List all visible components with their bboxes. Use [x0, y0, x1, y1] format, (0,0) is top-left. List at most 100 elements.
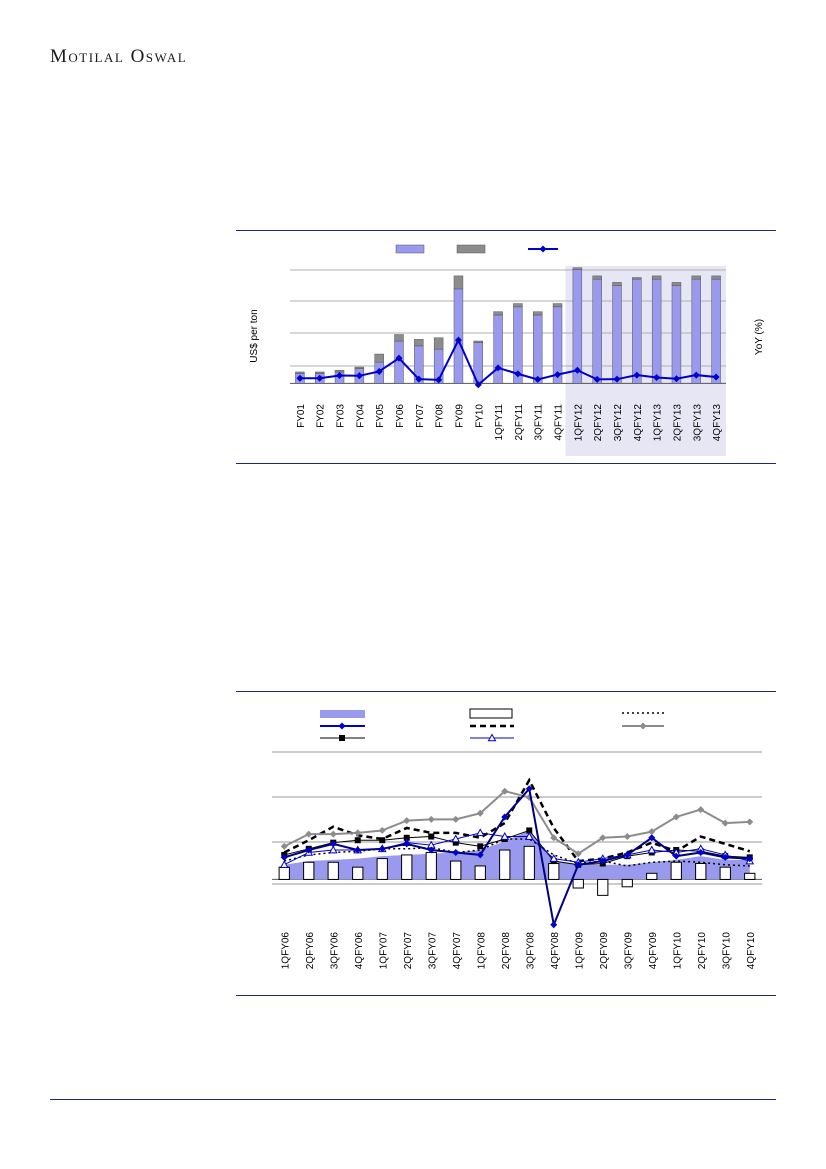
yoy-point [375, 367, 383, 375]
x-tick-label: FY06 [395, 404, 406, 428]
navy-point [280, 853, 288, 861]
triangle-point [500, 832, 510, 840]
bar-hollow [670, 861, 682, 880]
x-tick-label: FY07 [415, 404, 426, 428]
x-tick-label: 2QFY08 [501, 932, 512, 970]
navy-point [550, 921, 558, 929]
yoy-point [336, 372, 344, 380]
navy-point [403, 840, 411, 848]
grey-point [550, 834, 558, 842]
x-tick-label: FY08 [435, 404, 446, 428]
x-tick-label: 4QFY07 [452, 932, 463, 970]
chart2-top-rule [236, 691, 776, 692]
x-tick-label: 2QFY06 [305, 932, 316, 970]
bar-segment-top [334, 370, 345, 373]
bar-hollow [744, 872, 756, 880]
bar-segment-top [612, 282, 622, 286]
legend-swatch-purple [395, 244, 425, 254]
yoy-point [613, 375, 621, 383]
yoy-point [633, 371, 641, 379]
bar-hollow [523, 845, 535, 880]
legend-marker-square [339, 735, 345, 741]
x-tick-label: 2QFY07 [403, 932, 414, 970]
navy-point [672, 852, 680, 860]
yoy-point [554, 371, 562, 379]
x-tick-label: 2QFY10 [697, 932, 708, 970]
grey-point [378, 826, 386, 834]
legend-marker-triangle [487, 733, 497, 742]
grey-point [746, 818, 754, 826]
yoy-point [534, 375, 542, 383]
area-series [284, 830, 750, 880]
square-point [452, 839, 459, 846]
chart1-bottom-rule [236, 463, 776, 464]
yoy-point [316, 374, 324, 382]
square-point [403, 834, 410, 841]
bar-hollow [621, 878, 633, 888]
square-point [477, 843, 484, 850]
square-point [354, 837, 361, 844]
bar-hollow [499, 849, 511, 880]
footer-rule [50, 1099, 776, 1100]
legend-marker-yoy [539, 245, 547, 253]
bar-hollow [450, 860, 462, 880]
bar-hollow [327, 861, 339, 880]
triangle-point [524, 832, 534, 840]
grey-point [452, 815, 460, 823]
grey-point [354, 829, 362, 837]
yoy-point [494, 364, 502, 372]
bar-segment-top [691, 275, 701, 280]
dotted-series [284, 838, 750, 867]
x-tick-label: 3QFY12 [613, 404, 624, 442]
x-tick-label: 1QFY07 [378, 932, 389, 970]
bar-segment-top [354, 366, 365, 369]
y2-axis-title: YoY (%) [754, 319, 765, 355]
navy-point [329, 840, 337, 848]
bar-hollow [303, 861, 315, 880]
yoy-point [692, 371, 700, 379]
triangle-point [549, 854, 559, 862]
bar-segment-top [394, 334, 404, 342]
bar-segment-top [592, 275, 602, 280]
square-series [284, 829, 750, 866]
navy-point [427, 846, 435, 854]
bar-segment-top [632, 277, 642, 280]
navy-point [476, 851, 484, 859]
yoy-point [296, 374, 304, 382]
x-tick-label: 3QFY06 [329, 932, 340, 970]
navy-point [525, 785, 533, 793]
bar-segment-top [671, 282, 682, 286]
grey-point [280, 842, 288, 850]
grey-point [501, 787, 509, 795]
bar-segment-top [533, 311, 543, 316]
triangle-point [647, 845, 657, 854]
yoy-point [593, 375, 601, 383]
x-tick-label: 4QFY13 [712, 404, 723, 442]
y-axis-title: US$ per ton [249, 309, 260, 362]
grey-point [427, 815, 435, 823]
navy-point [623, 851, 631, 859]
x-tick-label: FY10 [474, 404, 485, 428]
brand-logo: Motilal Oswal [50, 46, 188, 67]
bar-hollow [401, 854, 413, 880]
bar-hollow [597, 878, 609, 896]
x-tick-label: 4QFY11 [554, 404, 565, 441]
yoy-point [435, 376, 443, 384]
x-tick-label: 2QFY13 [672, 404, 683, 442]
bar-hollow [572, 878, 584, 889]
x-tick-label: 4QFY08 [550, 932, 561, 970]
bar-segment-top [473, 340, 483, 343]
grey-point [305, 830, 313, 838]
navy-series [283, 786, 750, 929]
x-tick-label: 1QFY12 [573, 404, 584, 442]
grey-point [574, 850, 582, 858]
grey-point [329, 830, 337, 838]
grey-point [672, 813, 680, 821]
yoy-point [514, 370, 522, 378]
yoy-point [712, 373, 720, 381]
grey-point [697, 806, 705, 814]
x-tick-label: 4QFY09 [648, 932, 659, 970]
x-tick-label: FY02 [316, 404, 327, 428]
legend-swatch-area [320, 710, 365, 718]
x-tick-label: FY03 [336, 404, 347, 428]
